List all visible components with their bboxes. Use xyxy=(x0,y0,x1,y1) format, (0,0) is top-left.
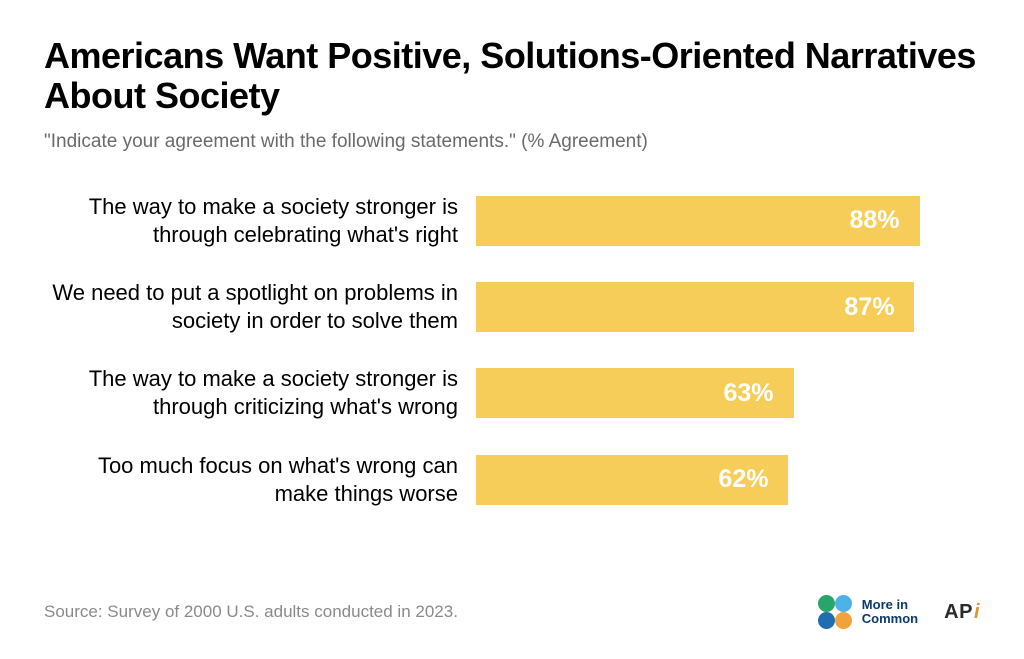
bar-value: 62% xyxy=(718,465,768,494)
logo-petal xyxy=(818,612,835,629)
bar-label: The way to make a society stronger is th… xyxy=(52,365,458,421)
logo-petal xyxy=(835,612,852,629)
bar-track: 62% xyxy=(476,455,980,505)
bar-value: 87% xyxy=(844,293,894,322)
bar-row: Too much focus on what's wrong can make … xyxy=(52,452,980,508)
source-text: Source: Survey of 2000 U.S. adults condu… xyxy=(44,602,458,622)
logo-petal xyxy=(835,595,852,612)
more-in-common-icon xyxy=(818,595,852,629)
more-in-common-line2: Common xyxy=(862,612,918,626)
bar-track: 88% xyxy=(476,196,980,246)
bar-value: 88% xyxy=(849,206,899,235)
logo-petal xyxy=(818,595,835,612)
chart-footer: Source: Survey of 2000 U.S. adults condu… xyxy=(44,595,980,629)
bar-label: Too much focus on what's wrong can make … xyxy=(52,452,458,508)
bar-value: 63% xyxy=(723,379,773,408)
bar-fill: 88% xyxy=(476,196,920,246)
bar-fill: 87% xyxy=(476,282,914,332)
bar-fill: 63% xyxy=(476,368,794,418)
bar-label: The way to make a society stronger is th… xyxy=(52,193,458,249)
more-in-common-logo: More in Common xyxy=(818,595,918,629)
bar-fill: 62% xyxy=(476,455,788,505)
api-suffix: i xyxy=(974,601,980,624)
api-logo: APi xyxy=(944,601,980,624)
bar-row: The way to make a society stronger is th… xyxy=(52,365,980,421)
bar-row: We need to put a spotlight on problems i… xyxy=(52,279,980,335)
bar-track: 63% xyxy=(476,368,980,418)
more-in-common-line1: More in xyxy=(862,598,918,612)
chart-subtitle: "Indicate your agreement with the follow… xyxy=(44,131,980,153)
bar-chart: The way to make a society stronger is th… xyxy=(44,193,980,508)
chart-title: Americans Want Positive, Solutions-Orien… xyxy=(44,36,980,117)
logo-group: More in Common APi xyxy=(818,595,980,629)
api-prefix: AP xyxy=(944,601,973,624)
bar-label: We need to put a spotlight on problems i… xyxy=(52,279,458,335)
bar-track: 87% xyxy=(476,282,980,332)
bar-row: The way to make a society stronger is th… xyxy=(52,193,980,249)
more-in-common-text: More in Common xyxy=(862,598,918,625)
